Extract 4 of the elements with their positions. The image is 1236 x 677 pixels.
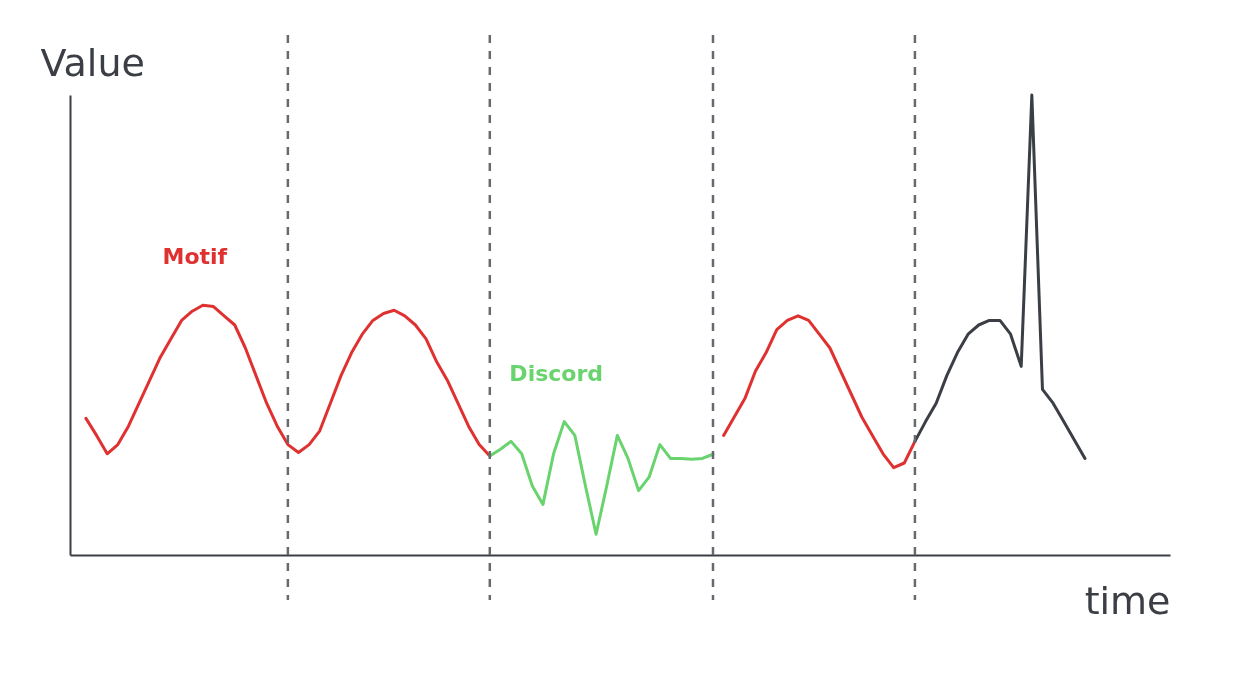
x-axis-title: time [1084,578,1171,623]
series-label: Motif [162,244,228,270]
y-axis-title: Value [40,40,145,85]
text: Discord [509,360,604,386]
